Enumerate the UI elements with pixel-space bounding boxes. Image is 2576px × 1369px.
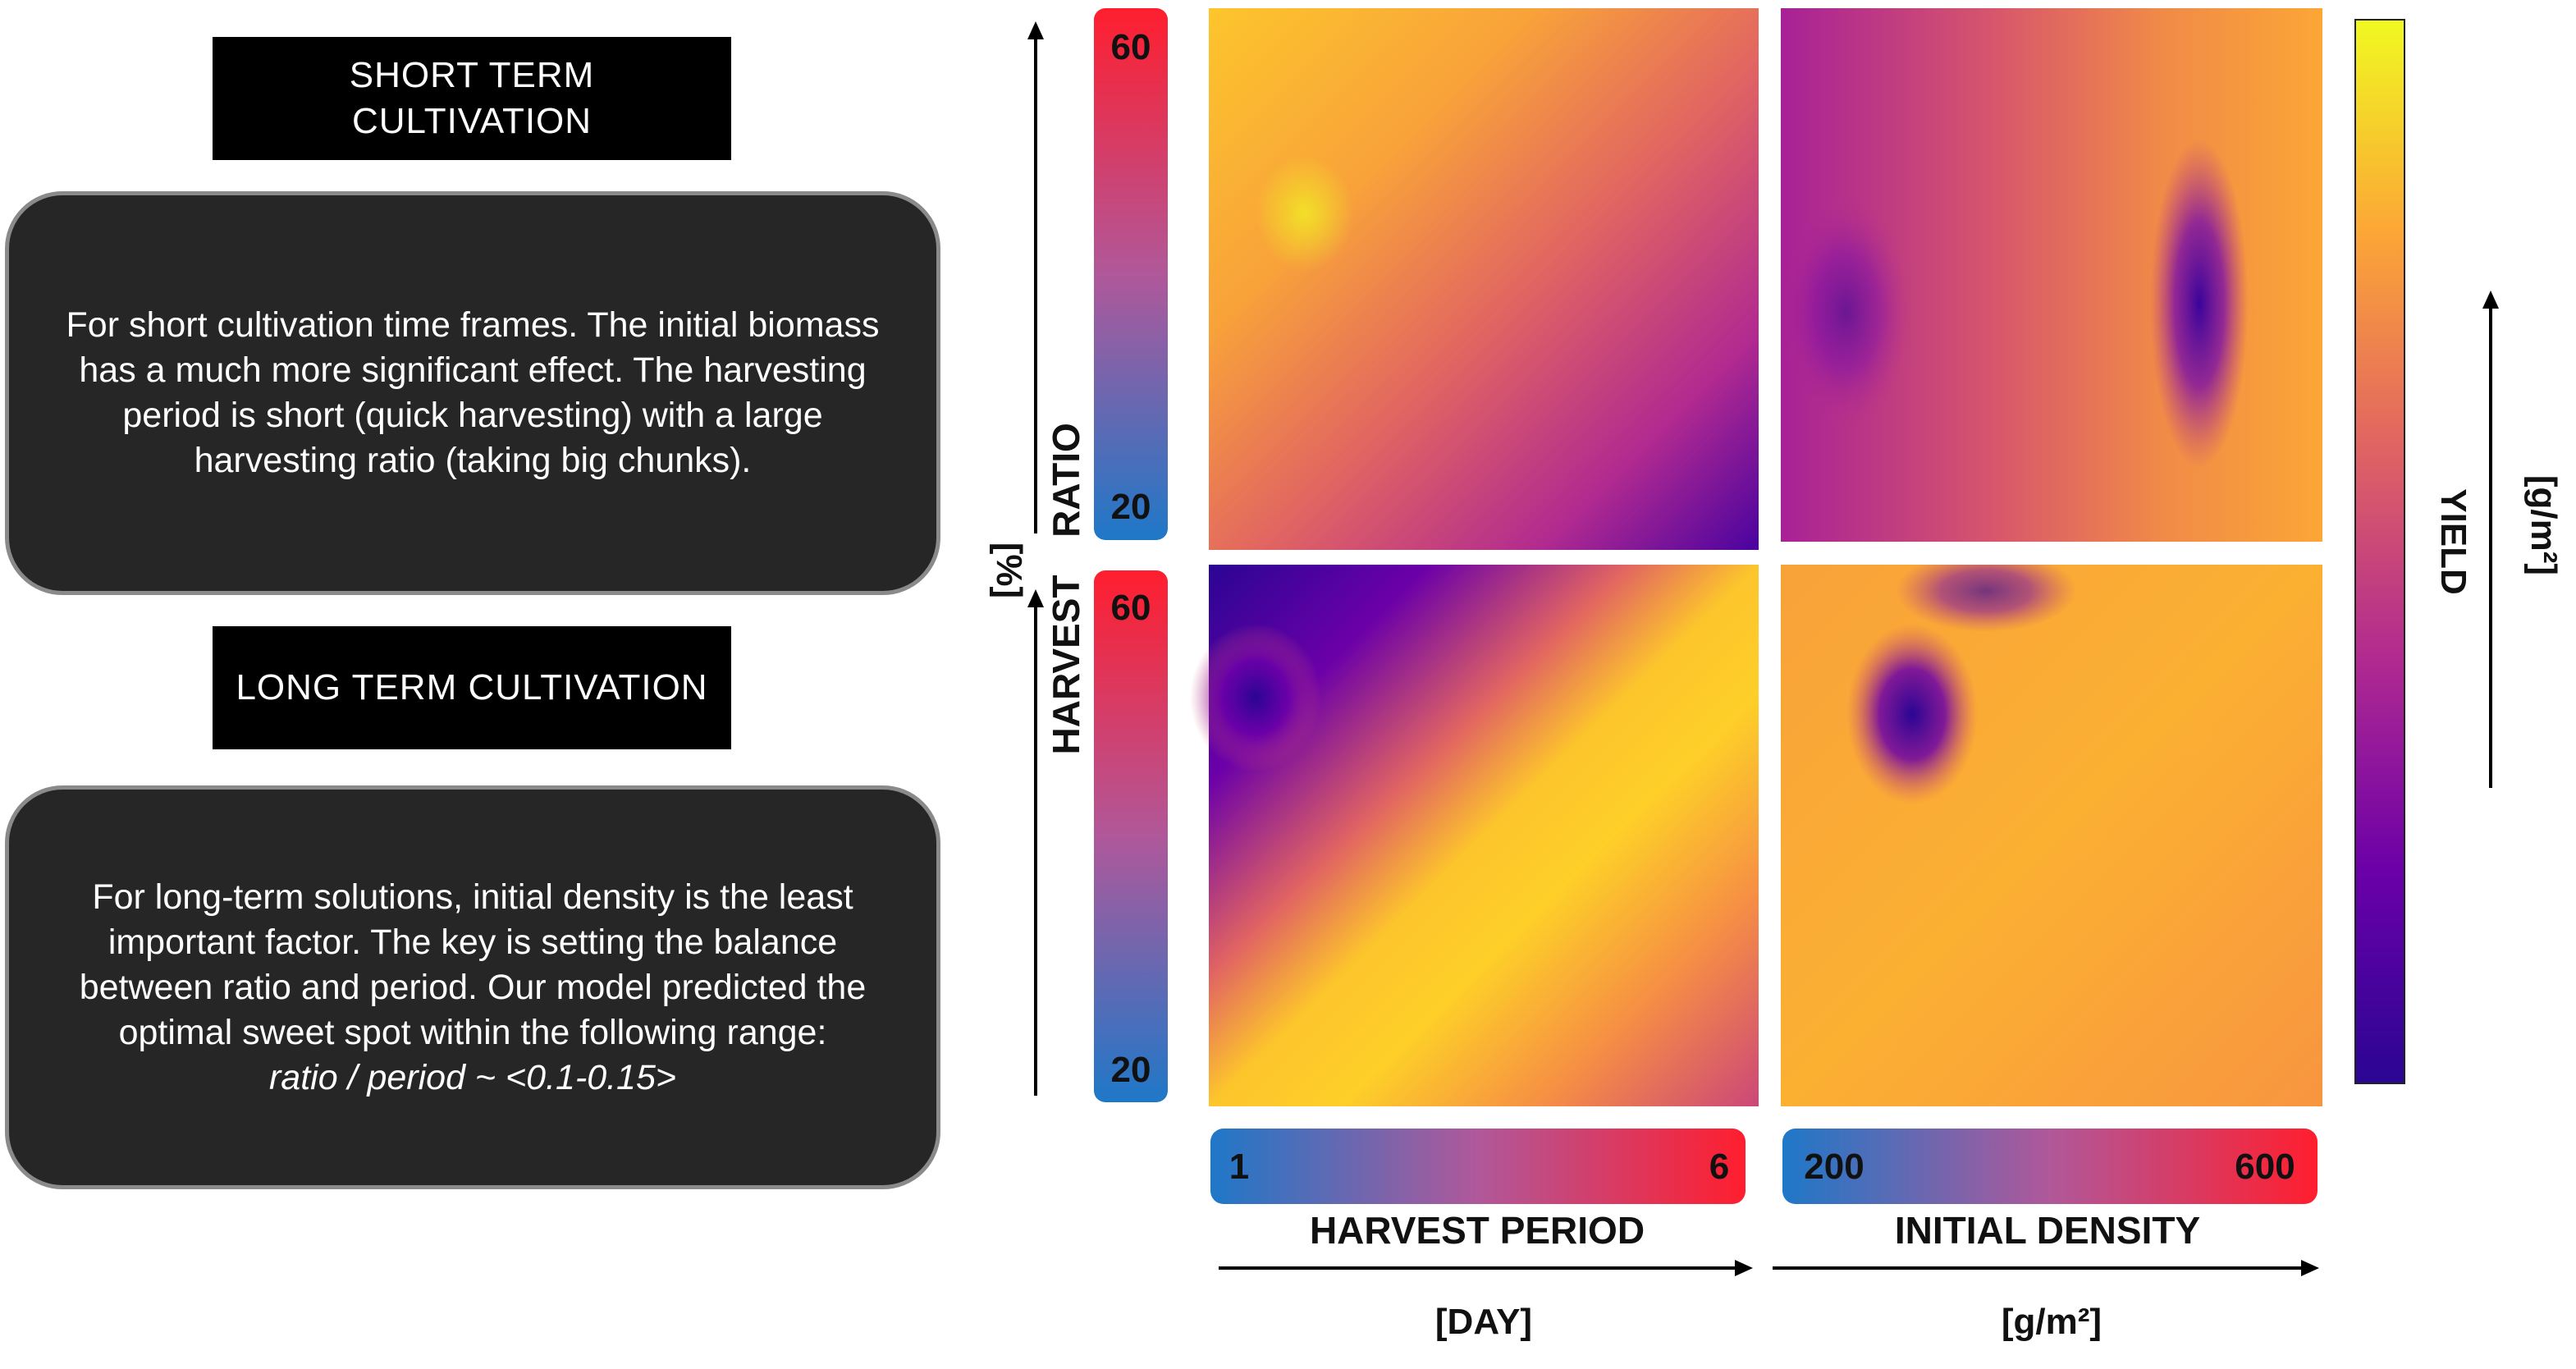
ratio-scale-bottom: 60 20 — [1094, 570, 1168, 1102]
colorbar-arrow — [2482, 291, 2499, 788]
y-axis-unit: [%] — [989, 543, 1029, 598]
short-term-title-line2: CULTIVATION — [351, 101, 593, 141]
short-term-note: For short cultivation time frames. The i… — [5, 191, 940, 595]
y-axis-arrow-bottom — [1027, 589, 1044, 1096]
short-term-text: For short cultivation time frames. The i… — [66, 305, 880, 480]
period-scale-high: 6 — [1709, 1147, 1729, 1187]
colorbar-unit: [g/m²] — [2523, 475, 2564, 575]
short-term-title: SHORT TERM CULTIVATION — [213, 37, 731, 160]
x-axis-label-density: INITIAL DENSITY — [1895, 1209, 2200, 1252]
x-axis-unit-density: [g/m²] — [2002, 1302, 2102, 1342]
density-scale-high: 600 — [2235, 1147, 2295, 1187]
heatmap-panel-bottom-left — [1190, 565, 1759, 1106]
heatmap-panel-top-right — [1781, 8, 2322, 542]
y-axis-label-ratio: RATIO — [1045, 423, 1087, 538]
y-axis-label-harvest: HARVEST — [1045, 575, 1087, 755]
x-axis-arrow-period — [1219, 1260, 1753, 1276]
short-term-title-line1: SHORT TERM — [349, 55, 595, 95]
period-scale: 1 6 — [1210, 1129, 1746, 1204]
long-term-title: LONG TERM CULTIVATION — [213, 626, 731, 749]
ratio-scale-top: 60 20 — [1094, 8, 1168, 540]
density-scale: 200 600 — [1782, 1129, 2317, 1204]
x-axis-unit-period: [DAY] — [1435, 1302, 1532, 1342]
x-axis-label-period: HARVEST PERIOD — [1310, 1209, 1645, 1252]
density-scale-low: 200 — [1804, 1147, 1864, 1187]
ratio-scale-bottom-high: 60 — [1111, 588, 1151, 628]
x-axis-arrow-density — [1773, 1260, 2319, 1276]
ratio-scale-top-high: 60 — [1111, 27, 1151, 67]
heatmap-panel-top-left — [1209, 8, 1759, 550]
colorbar-label: YIELD — [2433, 488, 2473, 595]
optimal-range-formula: ratio / period ~ <0.1-0.15> — [268, 1057, 677, 1097]
ratio-scale-top-low: 20 — [1111, 487, 1151, 527]
heatmap-panel-bottom-right — [1781, 565, 2322, 1106]
yield-colorbar — [2354, 19, 2405, 1084]
long-term-text: For long-term solutions, initial density… — [79, 877, 867, 1052]
long-term-title-text: LONG TERM CULTIVATION — [236, 667, 708, 707]
ratio-scale-bottom-low: 20 — [1111, 1050, 1151, 1090]
y-axis-arrow-top — [1027, 21, 1044, 533]
long-term-note: For long-term solutions, initial density… — [5, 785, 940, 1189]
period-scale-low: 1 — [1229, 1147, 1249, 1187]
